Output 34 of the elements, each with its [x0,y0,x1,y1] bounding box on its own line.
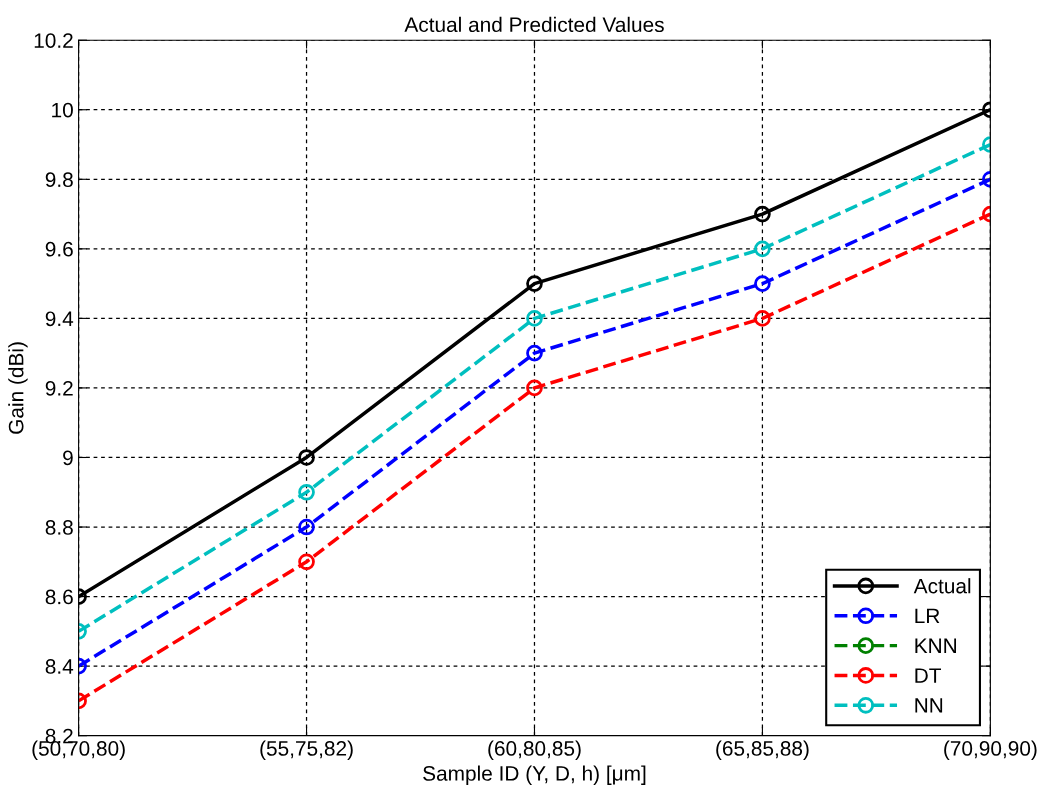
point [298,483,315,501]
y-tick-label: 8.8 [45,520,73,535]
point [298,449,315,466]
chart-title: Actual and Predicted Values [404,16,664,33]
x-tick-label: (60,80,85) [488,740,581,760]
point [526,344,543,362]
point [298,518,315,536]
point [526,310,543,327]
point [754,205,771,223]
point [526,275,543,292]
legend-label: Actual [913,578,971,594]
y-tick-label: 9.8 [45,172,73,188]
point [754,310,771,327]
y-tick-label: 10 [52,102,73,118]
x-tick-label: (70,90,90) [944,740,1037,760]
y-tick-label: 9 [63,450,73,466]
point [754,240,771,258]
y-tick-label: 9.4 [45,311,74,327]
x-tick-label: (65,85,88) [716,740,809,760]
y-axis-title: Gain (dBi) [8,342,28,434]
x-axis-title: Sample ID (Y, D, h) [μm] [423,765,646,785]
x-tick-label: (55,75,82) [260,740,353,760]
point [298,553,315,571]
y-tick-label: 10.2 [34,33,73,48]
legend-label: LR [915,608,940,624]
legend-label: KNN [915,638,956,653]
y-tick-label: 9.2 [45,380,73,396]
point [526,379,543,397]
y-tick-label: 8.4 [45,659,74,674]
point [754,275,771,292]
y-tick-label: 8.6 [45,589,73,605]
y-tick-label: 9.6 [45,241,73,257]
legend-label: NN [915,698,943,713]
legend-label: DT [915,668,941,683]
